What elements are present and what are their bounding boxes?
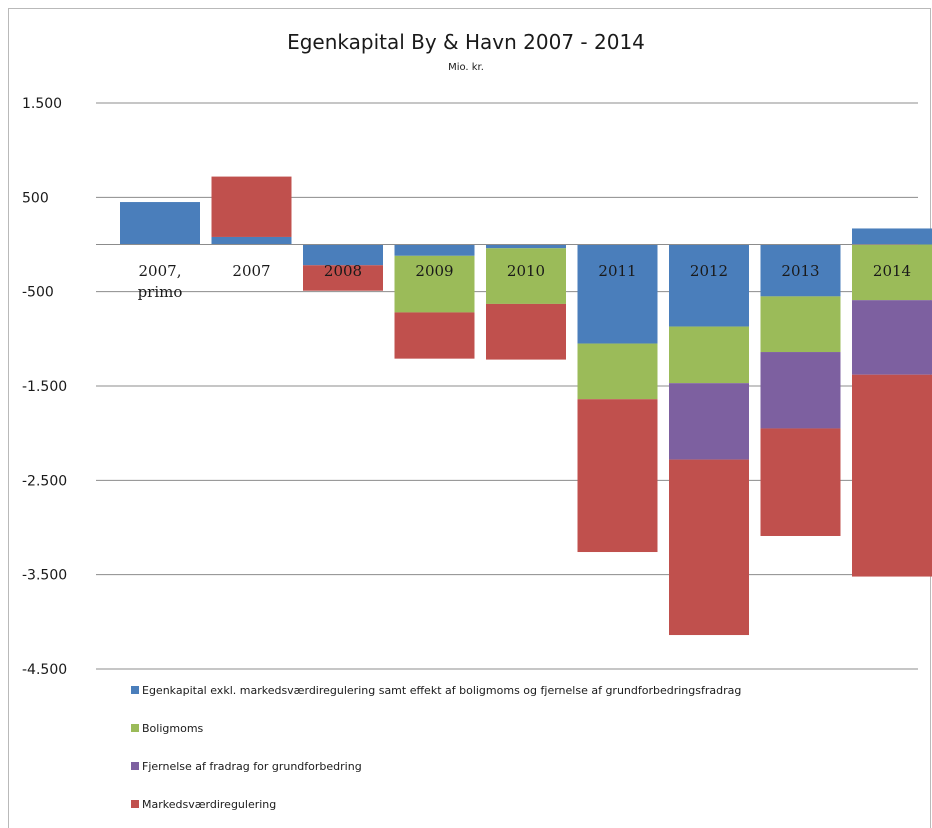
legend-swatch: [131, 800, 139, 808]
y-tick-label: 1.500: [22, 96, 62, 112]
bar-segment: [577, 244, 658, 344]
bar-segment: [852, 228, 932, 245]
legend-label: Boligmoms: [142, 722, 204, 735]
y-tick-label: -2.500: [22, 473, 67, 489]
bar-segment: [211, 236, 292, 245]
category-label: 2007,: [139, 262, 182, 280]
bar-segment: [852, 374, 932, 577]
bar-segment: [669, 244, 749, 327]
bar-segment: [394, 312, 475, 359]
legend-label: Egenkapital exkl. markedsværdiregulering…: [142, 684, 742, 697]
bar-segment: [760, 352, 841, 429]
bar-segment: [577, 343, 658, 400]
category-label: 2012: [690, 262, 728, 280]
category-label: 2008: [324, 262, 362, 280]
y-tick-label: 500: [22, 190, 49, 206]
chart-subtitle: Mio. kr.: [448, 62, 484, 73]
bar-segment: [669, 383, 749, 460]
y-tick-label: -4.500: [22, 662, 67, 678]
chart-title: Egenkapital By & Havn 2007 - 2014: [287, 30, 645, 54]
bar-segment: [760, 244, 841, 297]
bar-segment: [303, 265, 383, 291]
bar-segment: [760, 428, 841, 536]
category-label: primo: [138, 283, 183, 301]
category-label: 2014: [873, 262, 911, 280]
legend-swatch: [131, 724, 139, 732]
legend-item: Markedsværdiregulering: [131, 798, 276, 811]
legend-item: Fjernelse af fradrag for grundforbedring: [131, 760, 362, 773]
bar-segment: [486, 248, 566, 304]
bar-segment: [211, 176, 292, 237]
category-label: 2010: [507, 262, 545, 280]
bar-segment: [852, 300, 932, 375]
bar-segment: [486, 244, 566, 249]
bar-segment: [760, 296, 841, 353]
y-tick-label: -500: [22, 285, 54, 301]
legend-item: Egenkapital exkl. markedsværdiregulering…: [131, 684, 741, 697]
bar-segment: [394, 255, 475, 313]
bar-segment: [120, 202, 200, 245]
category-label: 2007: [232, 262, 270, 280]
bar-segment: [669, 459, 749, 636]
legend-item: Boligmoms: [131, 722, 203, 735]
category-label: 2009: [415, 262, 453, 280]
y-tick-label: -1.500: [22, 379, 67, 395]
legend-swatch: [131, 762, 139, 770]
legend-label: Fjernelse af fradrag for grundforbedring: [142, 760, 362, 773]
bar-segment: [852, 244, 932, 301]
bar-segment: [577, 399, 658, 553]
bar-segment: [394, 244, 475, 256]
category-label: 2013: [781, 262, 819, 280]
legend-label: Markedsværdiregulering: [142, 798, 277, 811]
bar-segment: [486, 303, 566, 360]
bar-segment: [303, 244, 383, 266]
legend-swatch: [131, 686, 139, 694]
y-tick-label: -3.500: [22, 568, 67, 584]
category-label: 2011: [598, 262, 636, 280]
bar-segment: [669, 326, 749, 384]
